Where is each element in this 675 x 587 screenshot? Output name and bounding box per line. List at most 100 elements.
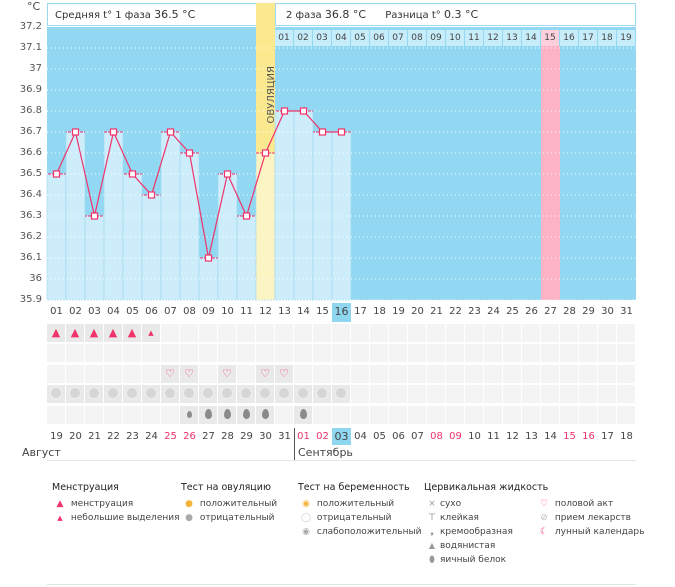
heart-icon[interactable]: ♡ xyxy=(161,365,179,383)
cycle-day-label[interactable]: 01 xyxy=(50,306,63,317)
watery-fluid-icon[interactable] xyxy=(180,406,198,424)
calendar-date-label[interactable]: 30 xyxy=(259,431,272,442)
menstruation-cell[interactable] xyxy=(484,324,502,342)
calendar-date-label[interactable]: 02 xyxy=(316,431,329,442)
calendar-date-label[interactable]: 07 xyxy=(411,431,424,442)
medication-cell[interactable] xyxy=(541,385,559,403)
calendar-date-label[interactable]: 01 xyxy=(297,431,310,442)
pill-icon[interactable] xyxy=(47,385,65,403)
egg-white-fluid-icon[interactable] xyxy=(218,406,236,424)
ovulation-test-cell[interactable] xyxy=(294,344,312,362)
menstruation-heavy-icon[interactable]: ▲ xyxy=(47,324,65,342)
calendar-date-label[interactable]: 08 xyxy=(430,431,443,442)
cervical-fluid-cell[interactable] xyxy=(465,406,483,424)
menstruation-cell[interactable] xyxy=(560,324,578,342)
menstruation-cell[interactable] xyxy=(389,324,407,342)
ovulation-test-cell[interactable] xyxy=(351,344,369,362)
cycle-day-label[interactable]: 17 xyxy=(354,306,367,317)
ovulation-test-cell[interactable] xyxy=(237,344,255,362)
cycle-day-label[interactable]: 31 xyxy=(620,306,633,317)
calendar-date-label[interactable]: 20 xyxy=(69,431,82,442)
cycle-day-label[interactable]: 20 xyxy=(411,306,424,317)
cervical-fluid-cell[interactable] xyxy=(142,406,160,424)
ovulation-test-cell[interactable] xyxy=(598,344,616,362)
calendar-date-label[interactable]: 31 xyxy=(278,431,291,442)
intercourse-cell[interactable] xyxy=(237,365,255,383)
cycle-day-label[interactable]: 25 xyxy=(506,306,519,317)
medication-cell[interactable] xyxy=(465,385,483,403)
menstruation-cell[interactable] xyxy=(199,324,217,342)
ovulation-test-cell[interactable] xyxy=(503,344,521,362)
medication-cell[interactable] xyxy=(389,385,407,403)
menstruation-cell[interactable] xyxy=(408,324,426,342)
ovulation-test-cell[interactable] xyxy=(199,344,217,362)
menstruation-cell[interactable] xyxy=(579,324,597,342)
cycle-day-label[interactable]: 06 xyxy=(145,306,158,317)
calendar-date-label[interactable]: 16 xyxy=(582,431,595,442)
intercourse-cell[interactable] xyxy=(579,365,597,383)
pill-icon[interactable] xyxy=(66,385,84,403)
calendar-date-label[interactable]: 19 xyxy=(50,431,63,442)
ovulation-test-cell[interactable] xyxy=(85,344,103,362)
intercourse-cell[interactable] xyxy=(47,365,65,383)
cycle-day-label[interactable]: 07 xyxy=(164,306,177,317)
calendar-date-label[interactable]: 26 xyxy=(183,431,196,442)
intercourse-cell[interactable] xyxy=(446,365,464,383)
medication-cell[interactable] xyxy=(560,385,578,403)
pill-icon[interactable] xyxy=(85,385,103,403)
menstruation-light-icon[interactable]: ▲ xyxy=(142,324,160,342)
ovulation-test-cell[interactable] xyxy=(370,344,388,362)
ovulation-test-cell[interactable] xyxy=(408,344,426,362)
intercourse-cell[interactable] xyxy=(332,365,350,383)
menstruation-cell[interactable] xyxy=(522,324,540,342)
calendar-date-label[interactable]: 04 xyxy=(354,431,367,442)
menstruation-cell[interactable] xyxy=(180,324,198,342)
cycle-day-label[interactable]: 26 xyxy=(525,306,538,317)
ovulation-test-cell[interactable] xyxy=(465,344,483,362)
cervical-fluid-cell[interactable] xyxy=(123,406,141,424)
cervical-fluid-cell[interactable] xyxy=(66,406,84,424)
menstruation-heavy-icon[interactable]: ▲ xyxy=(66,324,84,342)
cervical-fluid-cell[interactable] xyxy=(503,406,521,424)
intercourse-cell[interactable] xyxy=(123,365,141,383)
calendar-date-label[interactable]: 17 xyxy=(601,431,614,442)
cycle-day-label[interactable]: 22 xyxy=(449,306,462,317)
intercourse-cell[interactable] xyxy=(85,365,103,383)
cycle-day-label[interactable]: 09 xyxy=(202,306,215,317)
heart-icon[interactable]: ♡ xyxy=(180,365,198,383)
cervical-fluid-cell[interactable] xyxy=(446,406,464,424)
intercourse-cell[interactable] xyxy=(408,365,426,383)
cycle-day-label[interactable]: 19 xyxy=(392,306,405,317)
intercourse-cell[interactable] xyxy=(351,365,369,383)
cycle-day-label[interactable]: 28 xyxy=(563,306,576,317)
calendar-date-label[interactable]: 15 xyxy=(563,431,576,442)
intercourse-cell[interactable] xyxy=(427,365,445,383)
intercourse-cell[interactable] xyxy=(313,365,331,383)
calendar-date-label[interactable]: 12 xyxy=(506,431,519,442)
medication-cell[interactable] xyxy=(427,385,445,403)
cervical-fluid-cell[interactable] xyxy=(408,406,426,424)
ovulation-test-cell[interactable] xyxy=(484,344,502,362)
medication-cell[interactable] xyxy=(598,385,616,403)
ovulation-test-cell[interactable] xyxy=(389,344,407,362)
cervical-fluid-cell[interactable] xyxy=(484,406,502,424)
pill-icon[interactable] xyxy=(332,385,350,403)
egg-white-fluid-icon[interactable] xyxy=(294,406,312,424)
cervical-fluid-cell[interactable] xyxy=(104,406,122,424)
calendar-date-label[interactable]: 05 xyxy=(373,431,386,442)
heart-icon[interactable]: ♡ xyxy=(275,365,293,383)
cervical-fluid-cell[interactable] xyxy=(275,406,293,424)
calendar-date-label[interactable]: 25 xyxy=(164,431,177,442)
cycle-day-label[interactable]: 11 xyxy=(240,306,253,317)
ovulation-test-cell[interactable] xyxy=(104,344,122,362)
cycle-day-label[interactable]: 18 xyxy=(373,306,386,317)
calendar-date-label[interactable]: 09 xyxy=(449,431,462,442)
cervical-fluid-cell[interactable] xyxy=(389,406,407,424)
cervical-fluid-cell[interactable] xyxy=(427,406,445,424)
cervical-fluid-cell[interactable] xyxy=(560,406,578,424)
cycle-day-label[interactable]: 10 xyxy=(221,306,234,317)
menstruation-cell[interactable] xyxy=(256,324,274,342)
ovulation-test-cell[interactable] xyxy=(522,344,540,362)
heart-icon[interactable]: ♡ xyxy=(218,365,236,383)
medication-cell[interactable] xyxy=(370,385,388,403)
